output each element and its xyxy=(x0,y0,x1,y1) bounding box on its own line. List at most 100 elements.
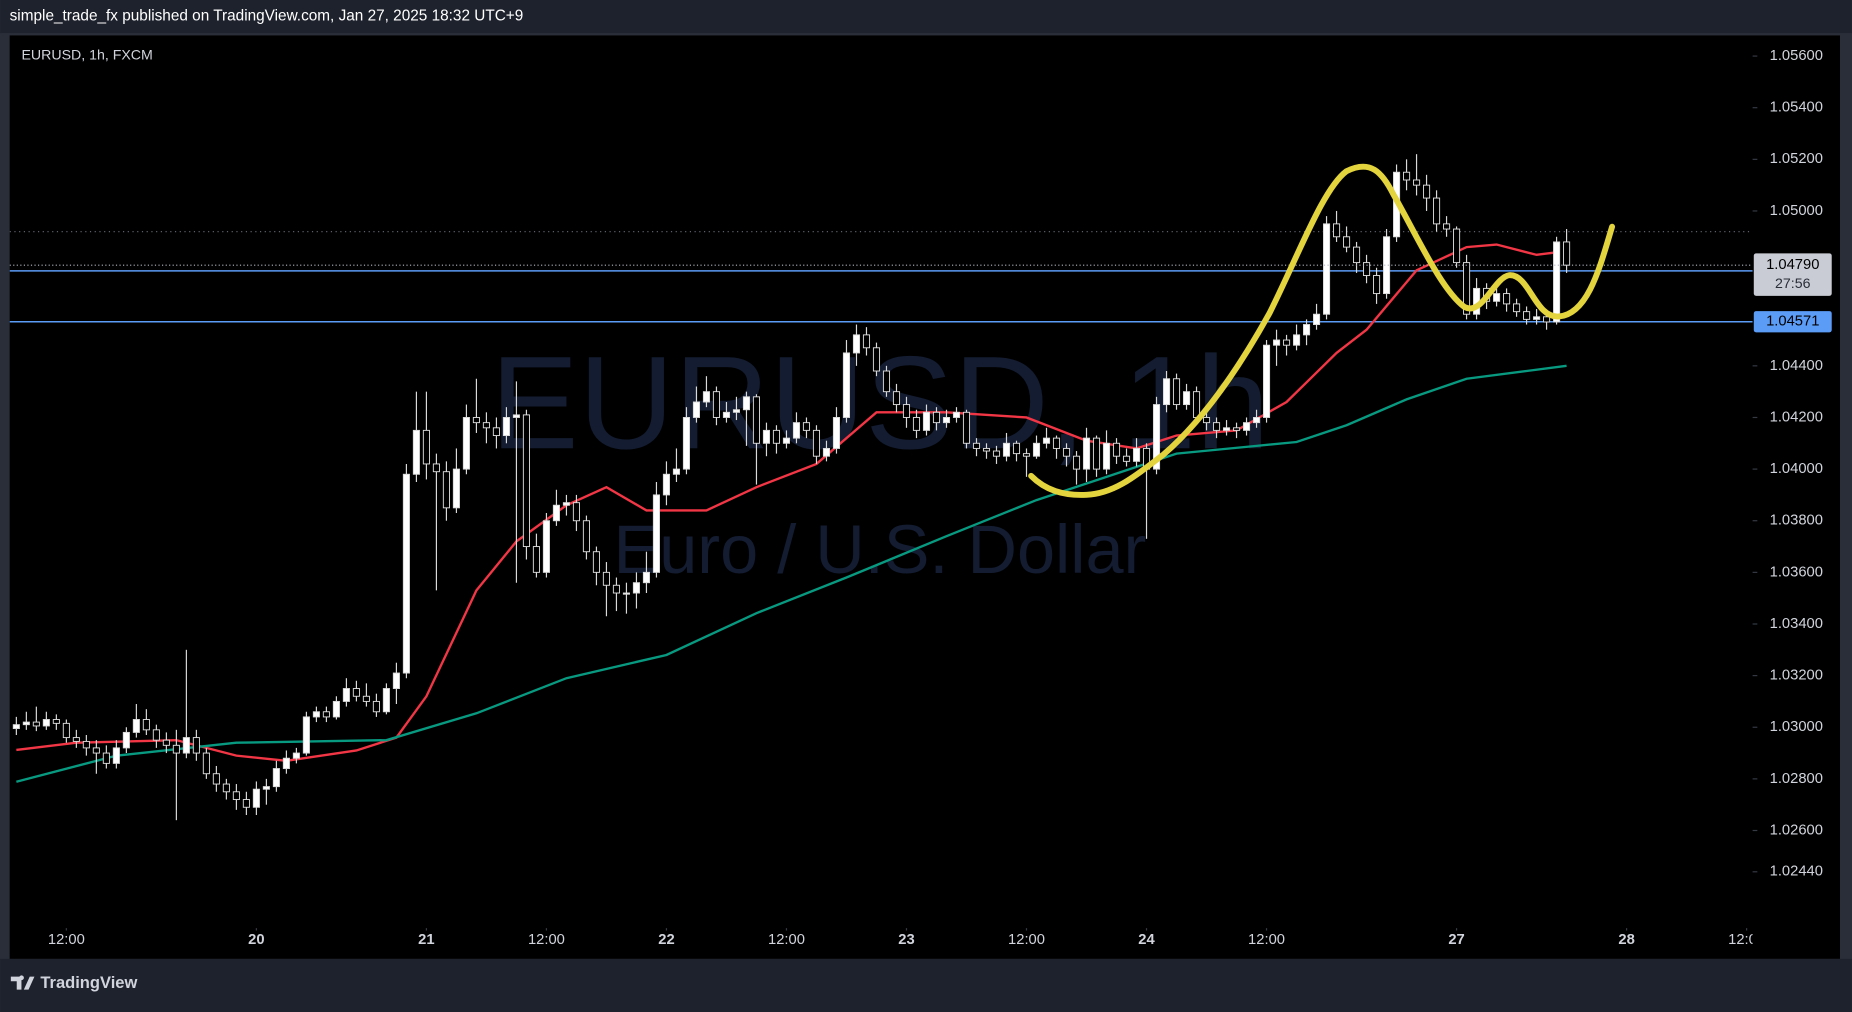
candle-body xyxy=(422,429,430,465)
candle-body xyxy=(1423,184,1431,199)
candle-body xyxy=(372,700,380,713)
candle-body xyxy=(892,391,901,406)
candle-body xyxy=(1282,339,1291,346)
candle-body xyxy=(722,411,730,418)
candle-body xyxy=(322,711,330,718)
y-tick-label: 1.05400 xyxy=(1770,100,1823,116)
candle-body xyxy=(1082,437,1091,470)
publisher-line: simple_trade_fx published on TradingView… xyxy=(10,8,524,25)
x-tick-label: 24 xyxy=(1138,932,1155,948)
candle-body xyxy=(292,752,300,759)
x-tick-label: 27 xyxy=(1448,932,1464,948)
candle-body xyxy=(742,396,751,411)
candle-body xyxy=(202,752,210,775)
candle-body xyxy=(612,584,620,594)
candle-body xyxy=(342,688,350,702)
candle-body xyxy=(802,422,811,431)
candle-body xyxy=(502,417,510,437)
candle-body xyxy=(1302,324,1311,336)
candle-body xyxy=(592,551,600,573)
candle-body xyxy=(402,473,410,674)
candle-body xyxy=(902,404,911,418)
x-tick-label: 12:00 xyxy=(768,932,805,948)
candle-body xyxy=(302,716,310,754)
candle-body xyxy=(842,352,851,418)
candle-body xyxy=(12,724,20,730)
brand-name: TradingView xyxy=(40,973,137,992)
candle-body xyxy=(1292,334,1301,346)
chart-area xyxy=(9,35,1840,959)
candle-body xyxy=(62,722,70,739)
candle-body xyxy=(662,473,670,496)
candle-body xyxy=(862,334,871,349)
x-tick-label: 12:00 xyxy=(48,932,85,948)
x-tick-label: 28 xyxy=(1618,932,1634,948)
candle-body xyxy=(512,414,520,418)
candle-body xyxy=(1333,223,1341,238)
candle-body xyxy=(702,391,710,403)
candle-body xyxy=(1343,236,1351,248)
candle-body xyxy=(542,520,550,573)
candle-body xyxy=(1272,339,1281,346)
candle-body xyxy=(1413,179,1421,186)
candle-body xyxy=(1062,447,1071,457)
candle-body xyxy=(782,437,791,444)
candle-body xyxy=(652,494,660,573)
candle-body xyxy=(1092,437,1101,470)
y-tick-label: 1.03600 xyxy=(1770,564,1823,580)
candle-body xyxy=(122,731,130,749)
candle-body xyxy=(1102,442,1111,470)
candle-body xyxy=(1543,316,1551,323)
candle-body xyxy=(362,695,370,702)
candle-body xyxy=(1032,442,1041,457)
candle-body xyxy=(1252,417,1261,424)
candle-body xyxy=(212,773,220,785)
bottom-bar xyxy=(0,958,1852,1012)
candle-body xyxy=(282,757,290,770)
candle-body xyxy=(222,783,230,793)
candle-body xyxy=(922,411,931,431)
y-tick-label: 1.03800 xyxy=(1770,513,1823,529)
candle-body xyxy=(252,788,260,808)
candle-body xyxy=(192,737,200,754)
candle-body xyxy=(642,571,650,584)
x-tick-label: 12:00 xyxy=(1248,932,1285,948)
candle-body xyxy=(72,737,80,742)
candle-body xyxy=(42,719,50,727)
moving-average xyxy=(16,364,1567,783)
candle-body xyxy=(1212,422,1221,431)
candle-body xyxy=(912,417,921,431)
plot xyxy=(9,154,1753,821)
candle-body xyxy=(1453,228,1461,264)
candle-body xyxy=(692,401,700,418)
last-price-box xyxy=(1753,253,1832,296)
candle-body xyxy=(982,447,991,452)
candle-body xyxy=(812,429,821,457)
candle-body xyxy=(832,417,841,449)
candle-body xyxy=(602,571,610,586)
candle-body xyxy=(822,447,831,457)
bar-countdown: 27:56 xyxy=(1775,276,1811,292)
candle-body xyxy=(1373,275,1381,295)
candle-body xyxy=(1202,417,1211,424)
candle-body xyxy=(1523,311,1531,320)
candle-body xyxy=(52,719,60,724)
brand-logo xyxy=(10,975,35,990)
candle-body xyxy=(442,471,450,509)
candle-body xyxy=(882,370,891,393)
candle-body xyxy=(1433,197,1441,225)
candle-body xyxy=(132,719,140,733)
y-tick-label: 1.05600 xyxy=(1770,48,1823,64)
candle-body xyxy=(1383,236,1391,295)
last-price-label: 1.04790 xyxy=(1766,257,1819,273)
candle-body xyxy=(762,429,771,444)
candle-body xyxy=(1403,171,1411,181)
axes: 1.05600 1.05400 1.05200 1.05000 1.04400 1.042… xyxy=(48,48,1832,948)
candle-body xyxy=(972,442,981,449)
candle-body xyxy=(452,468,460,509)
x-tick-label: 20 xyxy=(248,932,264,948)
candle-body xyxy=(712,391,720,418)
candle-body xyxy=(462,417,470,470)
candle-body xyxy=(1563,241,1571,266)
candle-body xyxy=(1192,391,1201,418)
